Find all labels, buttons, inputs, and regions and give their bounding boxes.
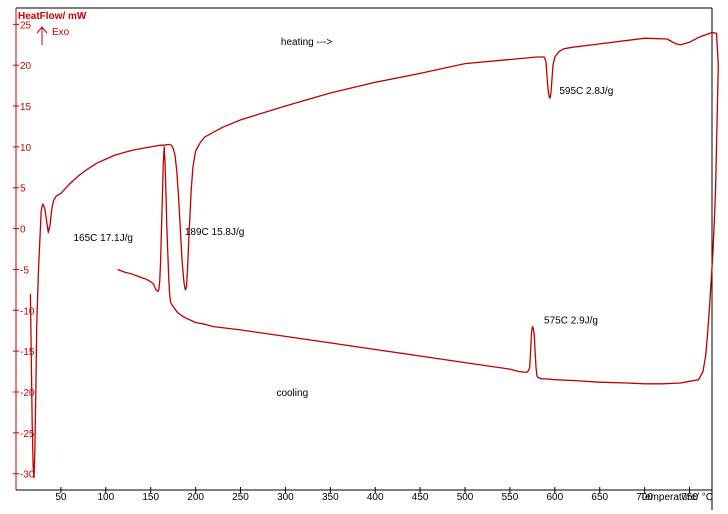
x-tick-label: 500 [457, 492, 474, 503]
y-tick-label: -25 [20, 429, 35, 440]
x-tick-label: 300 [277, 492, 294, 503]
x-tick-label: 100 [97, 492, 114, 503]
x-tick-label: 700 [636, 492, 653, 503]
annotation-label: 189C 15.8J/g [185, 227, 245, 238]
annotation-label: 575C 2.9J/g [544, 315, 598, 326]
x-axis-title: Temperature/ °C [640, 492, 713, 503]
y-tick-label: -20 [20, 388, 35, 399]
cooling-curve [117, 65, 719, 385]
y-ticks: 25 20 15 10 5 0 -5 -10 -15 -20 -25 -30 [13, 20, 35, 481]
annotation-label: cooling [276, 388, 308, 399]
annotation-group: heating ---> 595C 2.8J/g 165C 17.1J/g 189C … [73, 37, 613, 399]
y-tick-label: -5 [20, 265, 29, 276]
y-tick-label: -10 [20, 306, 35, 317]
y-tick-label: 10 [20, 143, 32, 154]
x-tick-label: 150 [142, 492, 159, 503]
x-tick-label: 400 [367, 492, 384, 503]
x-tick-label: 550 [502, 492, 519, 503]
x-tick-label: 450 [412, 492, 429, 503]
x-tick-label: 200 [187, 492, 204, 503]
x-ticks: 50 100 150 200 250 300 350 400 450 500 550 600 650 70… [55, 487, 698, 503]
x-tick-label: 350 [322, 492, 339, 503]
exo-label: Exo [52, 27, 70, 38]
y-axis-title: HeatFlow/ mW [18, 11, 87, 22]
heating-curve [29, 31, 719, 479]
x-tick-label: 250 [232, 492, 249, 503]
x-tick-label: 50 [55, 492, 67, 503]
series-group [29, 31, 719, 479]
x-tick-label: 600 [546, 492, 563, 503]
annotation-label: 595C 2.8J/g [559, 86, 613, 97]
exo-arrow-icon [36, 26, 48, 45]
y-tick-label: 0 [20, 225, 26, 236]
y-tick-label: -30 [20, 470, 35, 481]
annotation-label: heating ---> [281, 37, 333, 48]
y-tick-label: 25 [20, 20, 32, 31]
x-tick-label: 650 [591, 492, 608, 503]
y-tick-label: -15 [20, 347, 35, 358]
y-tick-label: 5 [20, 184, 26, 195]
annotation-label: 165C 17.1J/g [73, 233, 133, 244]
y-tick-label: 20 [20, 61, 32, 72]
x-tick-label: 750 [681, 492, 698, 503]
y-tick-label: 15 [20, 102, 32, 113]
